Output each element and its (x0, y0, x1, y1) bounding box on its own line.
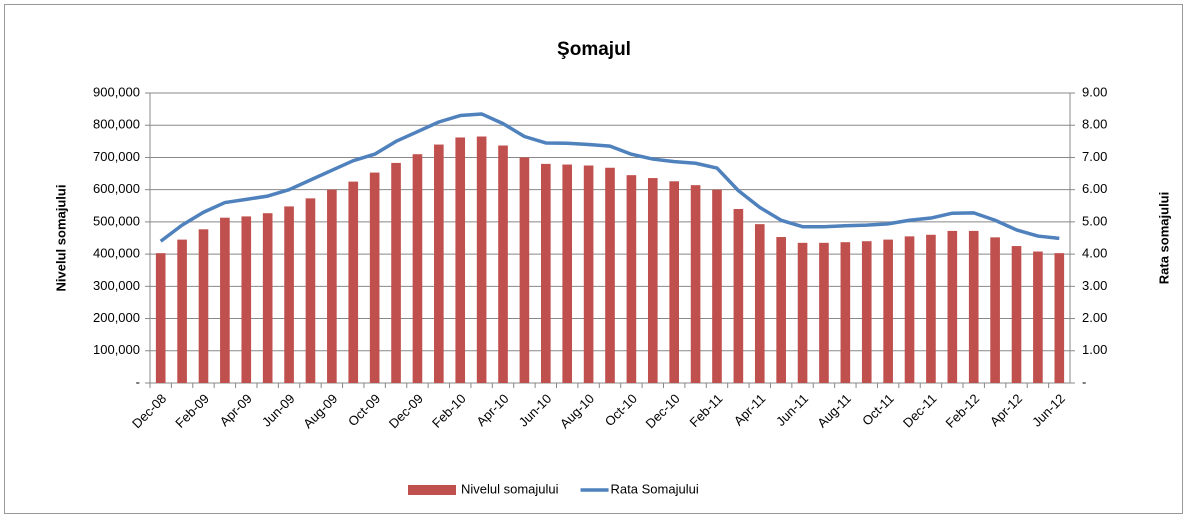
bar (669, 181, 679, 383)
y-tick-label: 400,000 (93, 246, 140, 261)
y-tick-label: 700,000 (93, 149, 140, 164)
bar (819, 242, 829, 383)
bar (904, 236, 915, 383)
bar (498, 145, 508, 383)
y2-tick-label: 9.00 (1082, 84, 1107, 99)
bar (626, 175, 637, 383)
y2-tick-label: 4.00 (1082, 246, 1107, 261)
bar (1054, 253, 1065, 383)
y2-tick-label: 2.00 (1082, 310, 1107, 325)
bar (797, 242, 808, 383)
y-tick-label: 800,000 (93, 117, 140, 132)
bar (840, 242, 851, 383)
bar (327, 189, 337, 383)
line (159, 112, 1060, 243)
bar (434, 144, 444, 383)
legend-label: Nivelul somajului (461, 481, 559, 496)
y-tick-label: 600,000 (93, 181, 140, 196)
bar (1011, 246, 1022, 383)
bar (947, 230, 958, 383)
bar (712, 189, 722, 383)
bar (541, 163, 551, 383)
y2-tick-label: 8.00 (1082, 117, 1107, 132)
bar (155, 253, 166, 383)
y-tick-label: 100,000 (93, 342, 140, 357)
y2-tick-label: 6.00 (1082, 181, 1107, 196)
bar (583, 165, 594, 383)
bar (412, 154, 423, 383)
y2-tick-label: 5.00 (1082, 213, 1107, 228)
bar (177, 239, 187, 383)
y-tick-label: 500,000 (93, 213, 140, 228)
bar (369, 172, 380, 383)
bar (284, 206, 294, 383)
bar (519, 157, 530, 383)
bar (733, 209, 744, 383)
bar (861, 241, 872, 383)
bar (776, 237, 786, 383)
bar (690, 185, 701, 383)
y-tick-label: 200,000 (93, 310, 140, 325)
bar (605, 167, 615, 383)
bar (198, 229, 209, 383)
bar (562, 164, 573, 383)
bar (754, 224, 765, 383)
y-tick-label: 900,000 (93, 84, 140, 99)
y-tick-label: 300,000 (93, 278, 140, 293)
bar (647, 178, 658, 383)
bar (926, 234, 936, 383)
bar (1033, 251, 1043, 383)
legend-swatch (408, 485, 456, 495)
bar (476, 136, 487, 383)
bar (990, 237, 1000, 383)
bar (455, 137, 466, 383)
bar (348, 181, 359, 383)
y2-axis-title: Rata somajului (1156, 192, 1171, 284)
chart-title: Şomajul (557, 39, 631, 60)
bar (391, 162, 401, 383)
y2-tick-label: - (1082, 374, 1086, 389)
y2-tick-label: 7.00 (1082, 149, 1107, 164)
bar (305, 198, 316, 383)
y2-tick-label: 1.00 (1082, 342, 1107, 357)
y2-tick-label: 3.00 (1082, 278, 1107, 293)
bar (241, 216, 252, 383)
y-tick-label: - (136, 374, 140, 389)
bar (883, 239, 893, 383)
legend-label: Rata Somajului (611, 481, 699, 496)
bar (262, 213, 273, 383)
bar (968, 230, 979, 383)
bar (220, 217, 230, 383)
y-axis-title: Nivelul somajului (53, 185, 68, 292)
